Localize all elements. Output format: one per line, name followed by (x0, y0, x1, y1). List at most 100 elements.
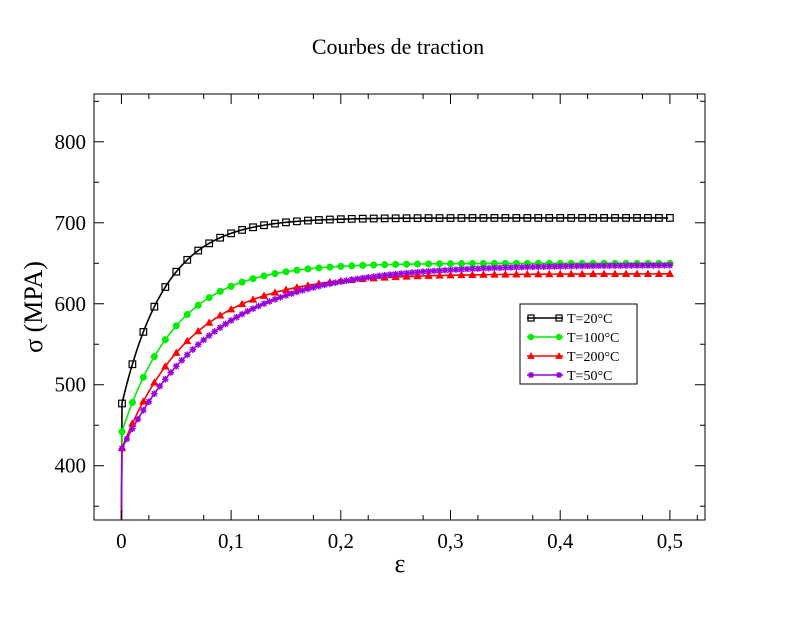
series-point (277, 293, 284, 301)
series-point (403, 260, 411, 268)
series-point (480, 265, 487, 272)
series-point (555, 269, 565, 278)
series-point (200, 336, 207, 344)
series-point (304, 285, 312, 293)
series-point (227, 317, 235, 324)
legend-marker (527, 333, 535, 341)
x-tick-label: 0,1 (218, 529, 244, 553)
series-point (249, 305, 257, 312)
series-point (118, 399, 126, 408)
series-point (413, 271, 422, 280)
series-point (567, 262, 575, 270)
series-point (369, 214, 378, 223)
series-point (617, 262, 624, 269)
series-point (178, 357, 186, 364)
legend-marker (555, 314, 563, 322)
series-point (315, 264, 323, 272)
series-point (266, 298, 273, 305)
series-point (469, 265, 476, 273)
series-point (238, 226, 246, 234)
series-point (145, 398, 153, 405)
series-point (128, 360, 137, 369)
series-point (172, 348, 181, 356)
series-point (463, 265, 471, 273)
series-point (128, 398, 136, 407)
series-point (523, 214, 532, 222)
series-point (435, 214, 444, 222)
series-point (567, 214, 576, 222)
series-point (633, 262, 641, 269)
series-point (332, 279, 339, 286)
legend-entry: T=100°C (527, 331, 619, 346)
series-point (380, 214, 389, 223)
series-point (386, 271, 394, 278)
plot-layer: 0 0,1 0,2 0,3 0,4 0,5 400 500 600 700 800 (55, 93, 706, 553)
series-point (518, 263, 526, 271)
series-point (447, 266, 454, 274)
series-point (156, 382, 164, 390)
series-point (353, 275, 361, 283)
series-point (359, 274, 367, 282)
series-point (402, 214, 411, 223)
series-point (347, 214, 356, 223)
series-point (161, 336, 169, 344)
series-point (430, 267, 438, 275)
series-point (342, 277, 350, 284)
series-point (573, 262, 580, 270)
series-point (424, 214, 433, 222)
series-point (534, 269, 543, 278)
series-point (304, 265, 312, 273)
series-point (215, 311, 225, 319)
legend-label: T=200°C (567, 350, 619, 365)
series-point (139, 327, 148, 336)
series-point (513, 264, 520, 271)
legend-items: T=20°C T=100°C T=200°C T=50°C (527, 312, 619, 384)
series-point (348, 276, 356, 284)
series-point (435, 260, 444, 268)
series-point (282, 268, 290, 276)
series-3 (117, 269, 675, 520)
series-point (622, 262, 630, 269)
plot-frame (93, 93, 706, 521)
series-point (502, 264, 509, 271)
series-point (457, 270, 466, 279)
series-point (150, 378, 159, 386)
series-point (139, 373, 147, 381)
series-point (588, 269, 598, 278)
series-point (595, 262, 602, 270)
series-point (134, 415, 142, 423)
series-point (364, 273, 372, 281)
ticks-layer: 0 0,1 0,2 0,3 0,4 0,5 400 500 600 700 800 (55, 94, 705, 553)
series-point (639, 262, 646, 269)
series-point (310, 284, 317, 291)
series-point (435, 271, 444, 279)
series-point (600, 262, 608, 270)
series-point (403, 269, 410, 277)
series-point (348, 262, 356, 270)
legend-entry: T=50°C (527, 369, 612, 384)
series-point (314, 216, 323, 224)
x-tick-label: 0,2 (328, 529, 354, 553)
series-point (255, 302, 262, 310)
y-tick-label: 800 (55, 130, 87, 154)
series-point (189, 346, 197, 353)
series-point (375, 272, 383, 280)
series-point (194, 301, 202, 309)
legend-marker (528, 372, 534, 378)
x-tick-label: 0,4 (547, 529, 574, 553)
series-point (501, 270, 510, 278)
series-point (540, 263, 548, 271)
series-point (249, 275, 257, 283)
series-point (271, 296, 279, 303)
series-point (244, 308, 251, 315)
series-point (193, 326, 203, 335)
x-tick-label: 0 (116, 529, 127, 553)
series-point (446, 260, 455, 268)
series-point (304, 216, 312, 225)
series-point (118, 428, 126, 436)
series-point (211, 328, 218, 335)
series-point (468, 214, 477, 222)
series-point (216, 233, 225, 242)
series-point (414, 260, 422, 268)
